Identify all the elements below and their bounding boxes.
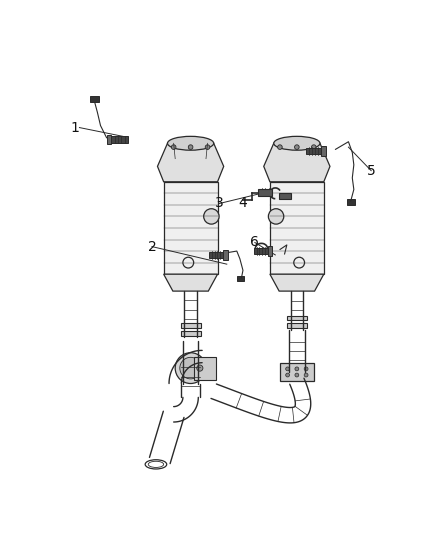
- Circle shape: [188, 145, 193, 149]
- Polygon shape: [264, 143, 330, 182]
- FancyBboxPatch shape: [287, 324, 307, 328]
- Polygon shape: [164, 274, 218, 291]
- Polygon shape: [223, 251, 228, 260]
- Bar: [237, 276, 244, 281]
- Circle shape: [197, 365, 203, 371]
- FancyBboxPatch shape: [280, 363, 314, 381]
- Text: 6: 6: [251, 236, 259, 249]
- Ellipse shape: [274, 136, 320, 150]
- Circle shape: [295, 373, 299, 377]
- Text: 5: 5: [367, 164, 375, 177]
- Circle shape: [295, 367, 299, 371]
- Polygon shape: [268, 246, 272, 256]
- Polygon shape: [107, 135, 111, 144]
- FancyBboxPatch shape: [180, 331, 201, 336]
- Circle shape: [286, 373, 290, 377]
- Bar: [347, 199, 355, 205]
- Polygon shape: [111, 136, 128, 142]
- FancyBboxPatch shape: [270, 182, 324, 274]
- Circle shape: [304, 373, 308, 377]
- Circle shape: [278, 145, 282, 149]
- Circle shape: [294, 145, 299, 149]
- FancyBboxPatch shape: [287, 316, 307, 320]
- Polygon shape: [254, 248, 268, 254]
- Circle shape: [268, 209, 284, 224]
- Polygon shape: [158, 143, 224, 182]
- Circle shape: [304, 367, 308, 371]
- Ellipse shape: [167, 136, 214, 150]
- Text: 4: 4: [239, 197, 247, 211]
- Bar: [258, 189, 272, 196]
- Circle shape: [204, 209, 219, 224]
- Polygon shape: [209, 252, 223, 258]
- Circle shape: [205, 145, 210, 149]
- Polygon shape: [306, 148, 321, 154]
- Circle shape: [311, 145, 316, 149]
- Bar: [279, 192, 291, 199]
- Circle shape: [180, 357, 201, 379]
- Circle shape: [175, 353, 206, 384]
- FancyBboxPatch shape: [180, 324, 201, 328]
- Polygon shape: [321, 147, 326, 156]
- Text: 2: 2: [148, 240, 156, 254]
- FancyBboxPatch shape: [194, 357, 216, 379]
- FancyBboxPatch shape: [164, 182, 218, 274]
- Bar: [90, 96, 99, 102]
- Polygon shape: [270, 274, 324, 291]
- Text: 3: 3: [215, 197, 224, 211]
- Circle shape: [286, 367, 290, 371]
- Circle shape: [171, 145, 176, 149]
- Text: 1: 1: [70, 120, 79, 134]
